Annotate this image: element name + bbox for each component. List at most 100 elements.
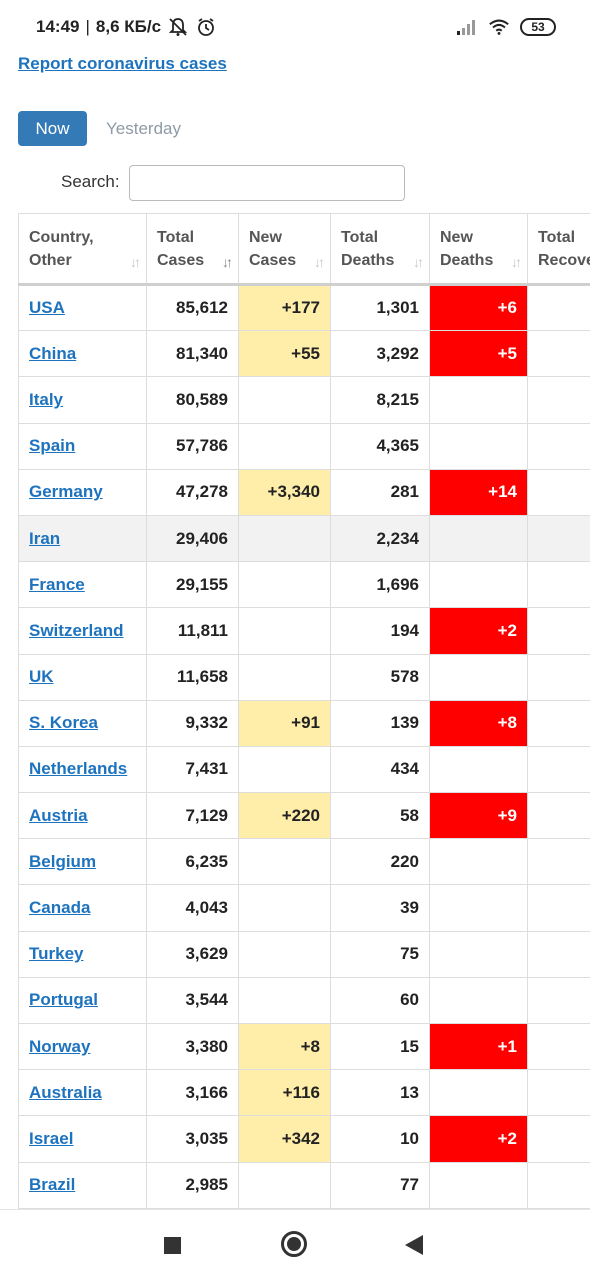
sort-icon: ↓↑	[511, 251, 519, 274]
country-link[interactable]: Germany	[29, 482, 103, 501]
country-link[interactable]: Turkey	[29, 944, 84, 963]
search-input[interactable]	[129, 165, 405, 201]
new-deaths-cell: +6	[430, 285, 528, 331]
total-deaths-cell: 39	[331, 885, 430, 931]
status-time: 14:49	[36, 17, 79, 37]
country-link[interactable]: Norway	[29, 1037, 90, 1056]
country-cell: Belgium	[19, 839, 147, 885]
total-cases-cell: 2,985	[147, 1162, 239, 1208]
header-label-line1: Total	[157, 226, 216, 249]
country-cell: Canada	[19, 885, 147, 931]
country-cell: Germany	[19, 469, 147, 515]
report-coronavirus-cases-link[interactable]: Report coronavirus cases	[18, 54, 227, 74]
country-link[interactable]: Australia	[29, 1083, 102, 1102]
new-deaths-cell	[430, 377, 528, 423]
country-link[interactable]: Canada	[29, 898, 90, 917]
country-link[interactable]: Austria	[29, 806, 88, 825]
total-cases-cell: 3,544	[147, 977, 239, 1023]
country-link[interactable]: China	[29, 344, 76, 363]
country-cell: Brazil	[19, 1162, 147, 1208]
search-label: Search:	[61, 172, 120, 192]
total-recovered-cell	[528, 977, 590, 1023]
new-deaths-cell	[430, 885, 528, 931]
new-deaths-cell	[430, 1070, 528, 1116]
recent-apps-icon[interactable]	[164, 1237, 181, 1254]
total-recovered-cell	[528, 654, 590, 700]
wifi-icon	[488, 16, 510, 38]
country-link[interactable]: Portugal	[29, 990, 98, 1009]
country-link[interactable]: S. Korea	[29, 713, 98, 732]
country-link[interactable]: Belgium	[29, 852, 96, 871]
total-recovered-cell	[528, 1070, 590, 1116]
total-cases-cell: 85,612	[147, 285, 239, 331]
new-cases-cell	[239, 654, 331, 700]
new-deaths-cell	[430, 423, 528, 469]
status-separator: |	[85, 17, 89, 37]
new-cases-cell	[239, 562, 331, 608]
country-cell: Iran	[19, 515, 147, 561]
country-link[interactable]: Switzerland	[29, 621, 123, 640]
country-cell: Turkey	[19, 931, 147, 977]
new-cases-cell: +55	[239, 331, 331, 377]
total-cases-cell: 7,431	[147, 746, 239, 792]
country-link[interactable]: Brazil	[29, 1175, 75, 1194]
country-link[interactable]: USA	[29, 298, 65, 317]
tab-yesterday[interactable]: Yesterday	[106, 111, 181, 146]
country-cell: Australia	[19, 1070, 147, 1116]
header-label-line2: Deaths	[341, 249, 407, 272]
back-icon[interactable]	[405, 1235, 423, 1255]
new-cases-cell	[239, 977, 331, 1023]
header-label-line1: New	[440, 226, 505, 249]
home-icon[interactable]	[281, 1231, 307, 1257]
new-cases-cell: +3,340	[239, 469, 331, 515]
total-recovered-cell	[528, 562, 590, 608]
new-cases-cell: +220	[239, 793, 331, 839]
header-label-line2: Deaths	[440, 249, 505, 272]
country-cell: Italy	[19, 377, 147, 423]
total-deaths-cell: 8,215	[331, 377, 430, 423]
total-cases-cell: 3,035	[147, 1116, 239, 1162]
header-label-line2: Other	[29, 249, 124, 272]
country-cell: Switzerland	[19, 608, 147, 654]
header-country[interactable]: Country,Other↓↑	[19, 214, 147, 285]
network-speed: 8,6 КБ/с	[96, 17, 161, 37]
new-deaths-cell	[430, 515, 528, 561]
sort-icon: ↓↑	[413, 251, 421, 274]
total-deaths-cell: 578	[331, 654, 430, 700]
new-cases-cell: +342	[239, 1116, 331, 1162]
country-link[interactable]: UK	[29, 667, 54, 686]
new-deaths-cell	[430, 977, 528, 1023]
country-link[interactable]: Spain	[29, 436, 75, 455]
status-right: 53	[456, 16, 556, 38]
country-link[interactable]: Israel	[29, 1129, 73, 1148]
country-link[interactable]: Italy	[29, 390, 63, 409]
country-link[interactable]: Iran	[29, 529, 60, 548]
total-deaths-cell: 75	[331, 931, 430, 977]
navigation-bar	[0, 1209, 590, 1281]
new-deaths-cell: +9	[430, 793, 528, 839]
sort-icon: ↓↑	[314, 251, 322, 274]
country-link[interactable]: France	[29, 575, 85, 594]
country-link[interactable]: Netherlands	[29, 759, 127, 778]
total-recovered-cell	[528, 793, 590, 839]
tab-now[interactable]: Now	[18, 111, 87, 146]
total-deaths-cell: 434	[331, 746, 430, 792]
new-cases-cell	[239, 885, 331, 931]
country-cell: Spain	[19, 423, 147, 469]
country-cell: Netherlands	[19, 746, 147, 792]
header-label-line1: Country,	[29, 226, 124, 249]
